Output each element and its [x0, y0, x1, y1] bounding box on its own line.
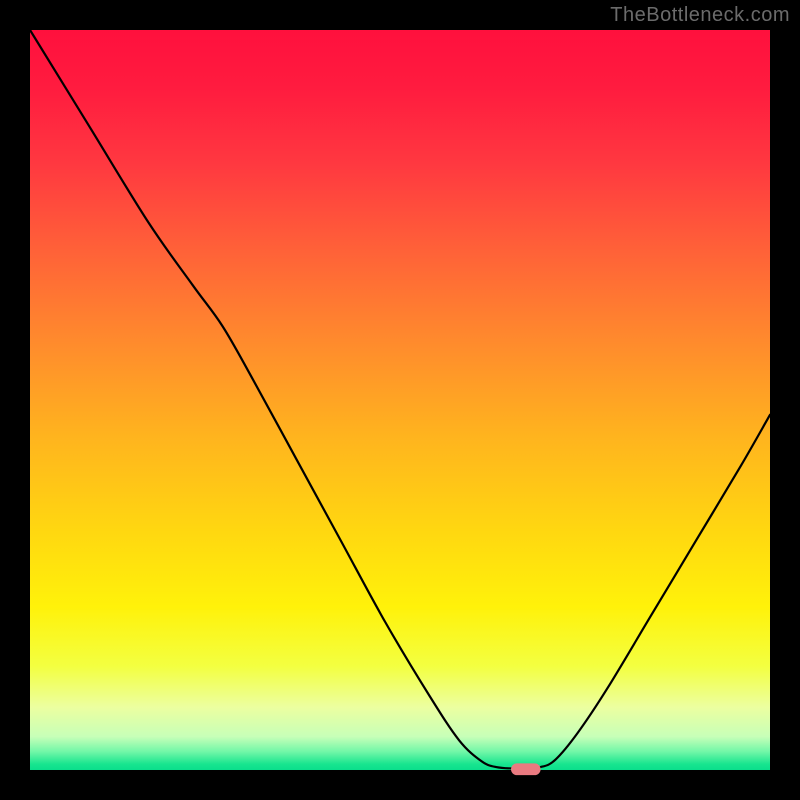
plot-gradient-background — [30, 30, 770, 770]
optimal-marker — [511, 763, 541, 775]
bottleneck-chart — [0, 0, 800, 800]
chart-stage: TheBottleneck.com — [0, 0, 800, 800]
watermark-text: TheBottleneck.com — [610, 4, 790, 27]
